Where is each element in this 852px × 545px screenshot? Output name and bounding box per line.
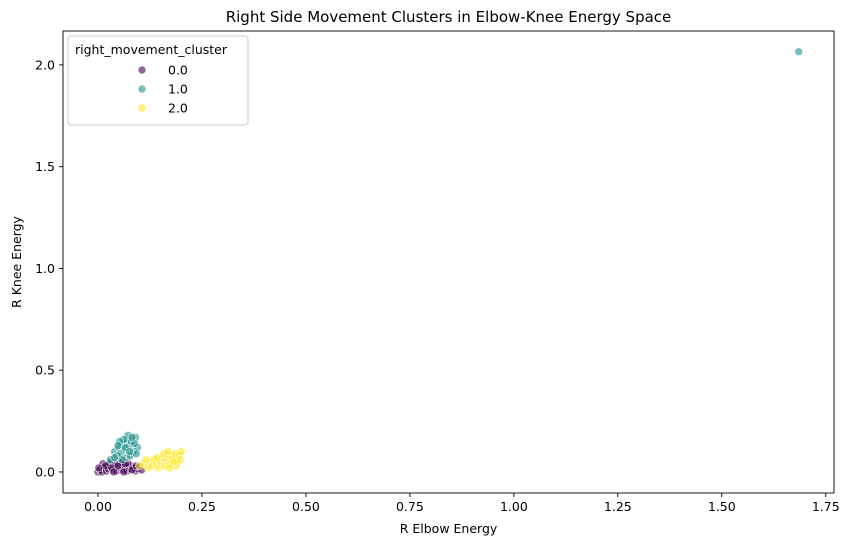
y-tick-label: 0.0 [35, 464, 55, 479]
legend-entry-label: 2.0 [168, 101, 188, 116]
data-point [109, 467, 119, 477]
data-point [163, 447, 173, 456]
x-tick-label: 1.75 [812, 499, 840, 514]
x-tick-label: 0.75 [396, 499, 424, 514]
y-tick-label: 2.0 [35, 57, 55, 72]
data-point [176, 447, 186, 456]
y-tick-label: 1.0 [35, 261, 55, 276]
legend-entries: 0.0 1.0 2.0 [137, 63, 188, 116]
legend-marker [137, 65, 147, 75]
series-2 [135, 447, 186, 473]
legend-title: right_movement_cluster [75, 42, 228, 57]
data-point [110, 453, 119, 463]
legend-entry-label: 1.0 [168, 82, 188, 97]
chart-title: Right Side Movement Clusters in Elbow-Kn… [226, 8, 672, 26]
x-tick-label: 1.50 [708, 499, 736, 514]
data-point [125, 447, 134, 456]
x-tick-label: 0.00 [84, 499, 112, 514]
data-point [113, 441, 123, 450]
data-point [141, 455, 151, 465]
plot-frame [62, 30, 835, 494]
data-point [117, 455, 127, 465]
x-tick-label: 1.25 [604, 499, 632, 514]
data-point [165, 463, 174, 473]
x-tick-label: 1.00 [500, 499, 528, 514]
data-point [169, 457, 178, 467]
points-layer [93, 47, 804, 477]
legend-box [67, 35, 249, 126]
series-1 [106, 47, 804, 465]
y-axis: 0.0 0.5 1.0 1.5 2.0 [35, 57, 63, 479]
data-point [152, 453, 162, 463]
legend-marker [137, 103, 147, 113]
data-point [127, 433, 137, 442]
legend: right_movement_cluster 0.0 1.0 2.0 [67, 35, 249, 126]
data-point [119, 467, 129, 477]
legend-entry-label: 0.0 [168, 63, 188, 78]
data-point [94, 463, 104, 473]
y-tick-label: 0.5 [35, 363, 55, 378]
y-tick-label: 1.5 [35, 159, 55, 174]
x-tick-label: 0.25 [188, 499, 216, 514]
x-tick-label: 0.50 [292, 499, 320, 514]
legend-marker [137, 84, 147, 94]
data-point [794, 47, 804, 56]
x-axis: 0.00 0.25 0.50 0.75 1.00 1.25 1.50 1.75 [84, 493, 840, 514]
x-axis-label: R Elbow Energy [400, 521, 498, 536]
y-axis-label: R Knee Energy [9, 215, 24, 307]
